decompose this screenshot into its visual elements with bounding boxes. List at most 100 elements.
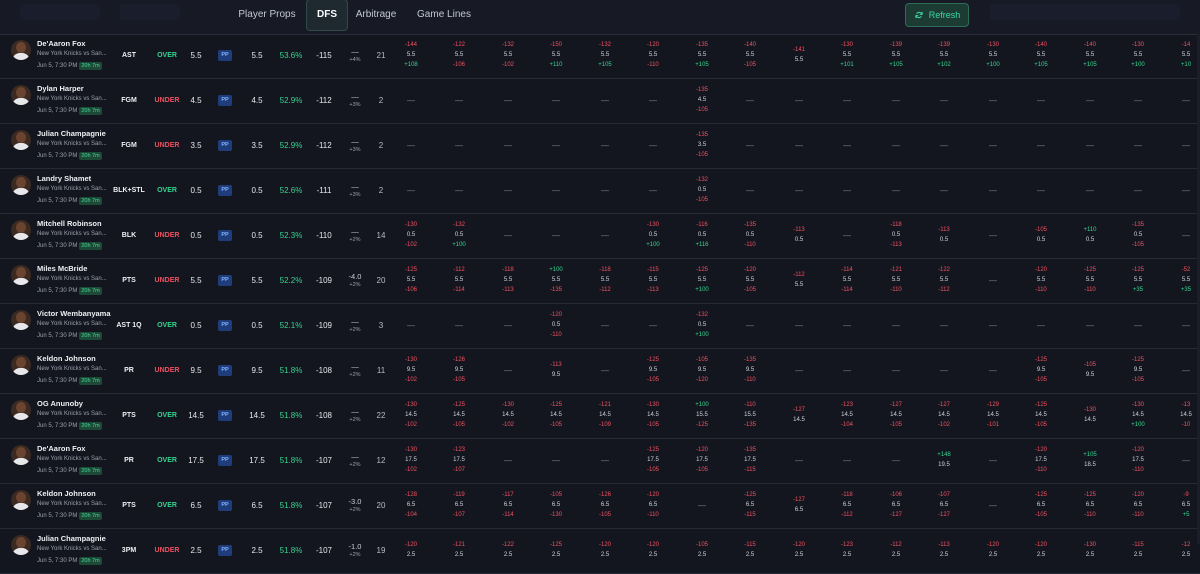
table-row[interactable]: Victor Wembanyama New York Knicks vs San.…: [0, 304, 1200, 349]
book-odds-cell[interactable]: -139 5.5 +105: [876, 34, 916, 78]
table-row[interactable]: De'Aaron Fox New York Knicks vs San... Jun…: [0, 34, 1200, 79]
book-odds-cell[interactable]: -130 14.5 -105: [633, 394, 673, 438]
book-odds-cell[interactable]: —: [876, 349, 916, 393]
book-odds-cell[interactable]: —: [876, 169, 916, 213]
book-odds-cell[interactable]: -120 6.5 -110: [633, 484, 673, 528]
book-odds-cell[interactable]: —: [439, 304, 479, 348]
book-odds-cell[interactable]: -121 2.5: [439, 529, 479, 573]
book-odds-cell[interactable]: -120 5.5 -110: [1021, 259, 1061, 303]
book-odds-cell[interactable]: -113 2.5: [924, 529, 964, 573]
book-odds-cell[interactable]: -114 5.5 -114: [827, 259, 867, 303]
book-odds-cell[interactable]: —: [536, 124, 576, 168]
book-odds-cell[interactable]: -130 0.5 +100: [633, 214, 673, 258]
book-odds-cell[interactable]: -130 9.5 -102: [391, 349, 431, 393]
book-odds-cell[interactable]: +148 19.5: [924, 439, 964, 483]
book-odds-cell[interactable]: —: [973, 169, 1013, 213]
book-odds-cell[interactable]: -129 14.5 -101: [973, 394, 1013, 438]
book-odds-cell[interactable]: -105 0.5: [1021, 214, 1061, 258]
book-odds-cell[interactable]: -112 2.5: [876, 529, 916, 573]
table-row[interactable]: Keldon Johnson New York Knicks vs San... J…: [0, 484, 1200, 529]
book-odds-cell[interactable]: -125 9.5 -105: [633, 349, 673, 393]
book-odds-cell[interactable]: +105 18.5: [1070, 439, 1110, 483]
book-odds-cell[interactable]: —: [730, 124, 770, 168]
book-odds-cell[interactable]: —: [1070, 124, 1110, 168]
book-odds-cell[interactable]: -127 6.5: [779, 484, 819, 528]
book-odds-cell[interactable]: -140 5.5 -105: [730, 34, 770, 78]
book-odds-cell[interactable]: —: [973, 439, 1013, 483]
book-odds-cell[interactable]: -125 6.5 -115: [730, 484, 770, 528]
book-odds-cell[interactable]: -113 9.5: [536, 349, 576, 393]
book-odds-cell[interactable]: —: [1070, 79, 1110, 123]
table-row[interactable]: Julian Champagnie New York Knicks vs San.…: [0, 124, 1200, 169]
book-odds-cell[interactable]: —: [924, 169, 964, 213]
book-odds-cell[interactable]: -120 2.5: [633, 529, 673, 573]
book-odds-cell[interactable]: -141 5.5: [779, 34, 819, 78]
book-odds-cell[interactable]: —: [585, 79, 625, 123]
book-odds-cell[interactable]: —: [633, 79, 673, 123]
tab-player-props[interactable]: Player Props: [238, 9, 296, 20]
book-odds-cell[interactable]: -128 6.5 -104: [391, 484, 431, 528]
book-odds-cell[interactable]: —: [827, 439, 867, 483]
book-odds-cell[interactable]: -120 2.5: [585, 529, 625, 573]
book-odds-cell[interactable]: —: [391, 79, 431, 123]
book-odds-cell[interactable]: -122 5.5 -112: [924, 259, 964, 303]
book-odds-cell[interactable]: -126 9.5 -105: [439, 349, 479, 393]
book-badge[interactable]: PP: [218, 500, 232, 511]
book-odds-cell[interactable]: -122 5.5 -106: [439, 34, 479, 78]
book-odds-cell[interactable]: -118 5.5 -112: [585, 259, 625, 303]
book-odds-cell[interactable]: -132 5.5 +105: [585, 34, 625, 78]
book-odds-cell[interactable]: -112 5.5 -114: [439, 259, 479, 303]
book-odds-cell[interactable]: —: [876, 124, 916, 168]
book-odds-cell[interactable]: -115 2.5: [1118, 529, 1158, 573]
table-row[interactable]: Miles McBride New York Knicks vs San... Ju…: [0, 259, 1200, 304]
book-odds-cell[interactable]: -120 17.5 -110: [1021, 439, 1061, 483]
book-odds-cell[interactable]: —: [1166, 349, 1200, 393]
book-odds-cell[interactable]: -130 14.5 +100: [1118, 394, 1158, 438]
book-odds-cell[interactable]: -130 5.5 +100: [973, 34, 1013, 78]
book-odds-cell[interactable]: —: [633, 124, 673, 168]
book-badge[interactable]: PP: [218, 410, 232, 421]
book-odds-cell[interactable]: —: [876, 79, 916, 123]
book-odds-cell[interactable]: -120 2.5: [1021, 529, 1061, 573]
book-odds-cell[interactable]: -125 5.5 +100: [682, 259, 722, 303]
book-odds-cell[interactable]: -125 9.5 -105: [1021, 349, 1061, 393]
book-odds-cell[interactable]: —: [973, 484, 1013, 528]
book-odds-cell[interactable]: -130 14.5 -102: [488, 394, 528, 438]
book-odds-cell[interactable]: -120 5.5 -110: [633, 34, 673, 78]
book-odds-cell[interactable]: —: [439, 169, 479, 213]
book-odds-cell[interactable]: —: [1070, 169, 1110, 213]
book-odds-cell[interactable]: —: [682, 484, 722, 528]
book-odds-cell[interactable]: —: [779, 79, 819, 123]
book-odds-cell[interactable]: —: [488, 169, 528, 213]
book-odds-cell[interactable]: -125 5.5 -106: [391, 259, 431, 303]
book-odds-cell[interactable]: —: [633, 169, 673, 213]
book-odds-cell[interactable]: —: [973, 304, 1013, 348]
book-odds-cell[interactable]: -120 2.5: [973, 529, 1013, 573]
book-odds-cell[interactable]: -132 0.5 -105: [682, 169, 722, 213]
tab-dfs[interactable]: DFS: [306, 0, 348, 31]
book-odds-cell[interactable]: -120 2.5: [779, 529, 819, 573]
book-odds-cell[interactable]: -125 14.5 -105: [1021, 394, 1061, 438]
book-odds-cell[interactable]: -115 5.5 -113: [633, 259, 673, 303]
book-odds-cell[interactable]: —: [1166, 304, 1200, 348]
book-odds-cell[interactable]: -125 6.5 -110: [1070, 484, 1110, 528]
book-odds-cell[interactable]: -130 5.5 +100: [1118, 34, 1158, 78]
book-odds-cell[interactable]: -121 5.5 -110: [876, 259, 916, 303]
book-odds-cell[interactable]: -105 9.5: [1070, 349, 1110, 393]
book-odds-cell[interactable]: -139 5.5 +102: [924, 34, 964, 78]
book-odds-cell[interactable]: -120 2.5: [391, 529, 431, 573]
book-odds-cell[interactable]: -125 14.5 -105: [439, 394, 479, 438]
book-odds-cell[interactable]: -130 5.5 +101: [827, 34, 867, 78]
book-odds-cell[interactable]: -127 14.5 -102: [924, 394, 964, 438]
book-odds-cell[interactable]: +110 0.5: [1070, 214, 1110, 258]
book-odds-cell[interactable]: -120 17.5 -105: [682, 439, 722, 483]
book-odds-cell[interactable]: —: [439, 79, 479, 123]
book-odds-cell[interactable]: -105 9.5 -120: [682, 349, 722, 393]
table-row[interactable]: Keldon Johnson New York Knicks vs San... J…: [0, 349, 1200, 394]
book-odds-cell[interactable]: —: [730, 304, 770, 348]
book-odds-cell[interactable]: -150 5.5 +110: [536, 34, 576, 78]
book-odds-cell[interactable]: -130 0.5 -102: [391, 214, 431, 258]
book-odds-cell[interactable]: +100 15.5 -125: [682, 394, 722, 438]
book-odds-cell[interactable]: —: [1118, 79, 1158, 123]
book-odds-cell[interactable]: —: [1118, 124, 1158, 168]
